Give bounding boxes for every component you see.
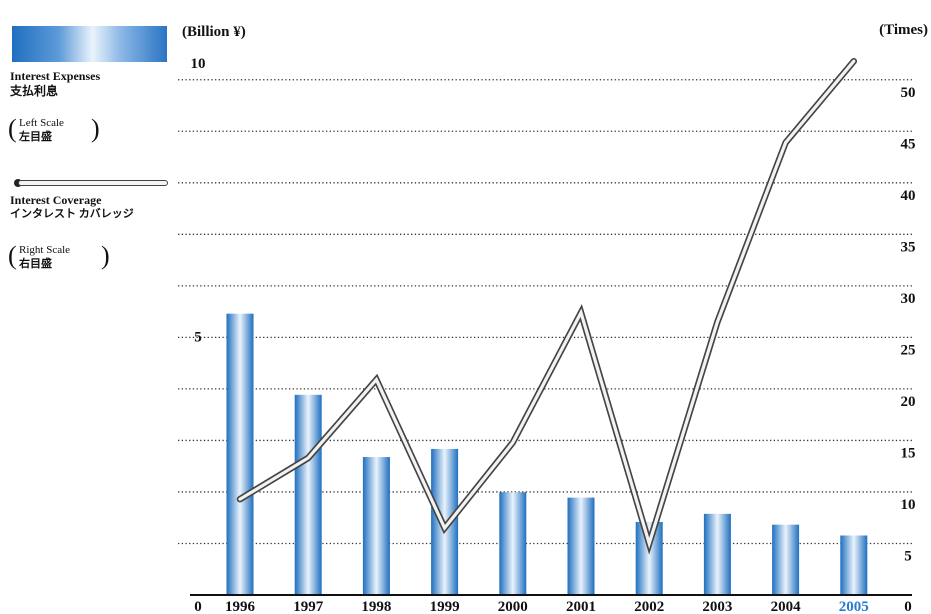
bar-legend-name-en: Interest Expenses xyxy=(10,69,101,83)
x-tick-label-1997: 1997 xyxy=(293,599,324,614)
right-tick-label-45: 45 xyxy=(901,136,916,152)
right-tick-label-25: 25 xyxy=(901,342,916,358)
line-legend-name-en: Interest Coverage xyxy=(10,193,102,207)
x-tick-label-1999: 1999 xyxy=(430,599,460,614)
right-tick-label-0: 0 xyxy=(904,599,912,614)
bar-2001 xyxy=(567,497,595,595)
line-scale-open-paren: ( xyxy=(8,241,17,270)
line-scale-en: Right Scale xyxy=(19,244,71,256)
x-tick-label-1998: 1998 xyxy=(361,599,391,614)
bar-1997 xyxy=(294,394,322,595)
right-tick-label-5: 5 xyxy=(904,548,912,564)
bar-legend-swatch xyxy=(12,26,167,62)
line-legend-name-jp: インタレスト カバレッジ xyxy=(10,208,134,220)
right-tick-label-40: 40 xyxy=(901,188,916,204)
line-scale-close-paren: ) xyxy=(101,241,110,270)
bar-scale-close-paren: ) xyxy=(91,114,100,143)
x-tick-label-2004: 2004 xyxy=(771,599,802,614)
right-tick-label-10: 10 xyxy=(901,497,916,513)
x-tick-label-1996: 1996 xyxy=(225,599,256,614)
left-tick-label-10: 10 xyxy=(191,56,206,72)
coverage-line xyxy=(238,59,856,550)
left-tick-label-0: 0 xyxy=(194,599,202,614)
axis-labels: 1996 1997 1998 1999 2000 2001 2002 2003 2004 2005… xyxy=(182,22,928,614)
x-tick-label-2001: 2001 xyxy=(566,599,596,614)
gridlines xyxy=(178,79,912,545)
bar-2000 xyxy=(499,492,527,595)
coverage-line-outline xyxy=(236,57,858,555)
bar-2003 xyxy=(703,513,731,595)
right-tick-label-35: 35 xyxy=(901,239,916,255)
bar-1998 xyxy=(362,457,390,595)
x-tick-label-2005: 2005 xyxy=(839,599,869,614)
bar-legend-name-jp: 支払利息 xyxy=(10,84,59,98)
left-axis-label: (Billion ¥) xyxy=(182,24,246,40)
right-tick-label-15: 15 xyxy=(901,445,916,461)
right-tick-label-50: 50 xyxy=(901,85,916,101)
right-axis-label: (Times) xyxy=(879,22,928,38)
x-tick-label-2003: 2003 xyxy=(702,599,732,614)
left-tick-label-5: 5 xyxy=(194,330,202,346)
line-legend-swatch xyxy=(18,180,168,186)
bar-2004 xyxy=(772,524,800,595)
right-tick-label-30: 30 xyxy=(901,291,916,307)
bar-scale-open-paren: ( xyxy=(8,114,17,143)
bar-2005 xyxy=(840,535,868,595)
bar-scale-en: Left Scale xyxy=(19,117,64,129)
x-tick-label-2002: 2002 xyxy=(634,599,664,614)
x-tick-label-2000: 2000 xyxy=(498,599,528,614)
bar-scale-jp: 左目盛 xyxy=(19,131,52,143)
bar-series xyxy=(226,313,868,595)
bar-1996 xyxy=(226,313,254,595)
line-scale-jp: 右目盛 xyxy=(19,258,52,270)
line-series xyxy=(236,57,858,555)
right-tick-label-20: 20 xyxy=(901,394,916,410)
